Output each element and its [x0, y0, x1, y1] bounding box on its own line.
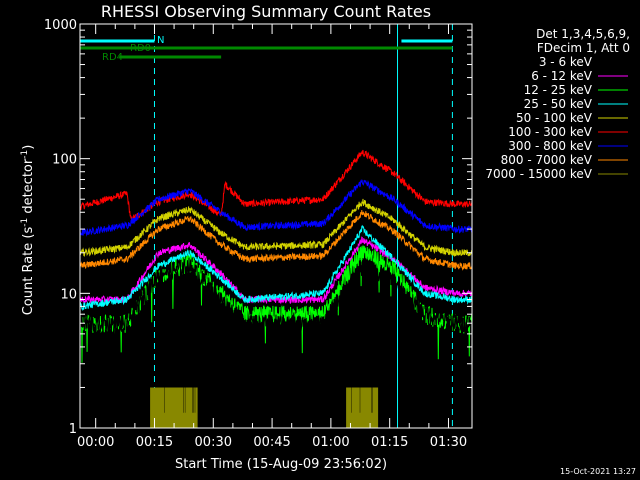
series-line: [80, 245, 472, 363]
legend-entry-label: 100 - 300 keV: [508, 125, 592, 139]
legend-entry-label: 7000 - 15000 keV: [485, 167, 592, 181]
series-line: [80, 198, 472, 257]
series-line: [80, 179, 472, 237]
legend-entry-label: 6 - 12 keV: [531, 69, 593, 83]
y-tick-label: 1000: [44, 18, 77, 33]
legend-entry-label: 12 - 25 keV: [524, 83, 593, 97]
y-axis-label-part: detector: [21, 158, 36, 218]
x-tick-label: 01:00: [312, 435, 349, 450]
y-tick-label: 100: [52, 153, 77, 168]
series-line: [80, 224, 472, 312]
y-axis-label-part: ): [21, 145, 36, 150]
chart-title: RHESSI Observing Summary Count Rates: [101, 2, 431, 21]
x-tick-label: 01:30: [430, 435, 467, 450]
legend-entry-label: 3 - 6 keV: [539, 55, 593, 69]
x-tick-label: 00:45: [253, 435, 290, 450]
x-tick-label: 00:00: [77, 435, 114, 450]
series-line: [80, 236, 472, 305]
series-line: [80, 209, 472, 271]
y-tick-label: 10: [60, 287, 77, 302]
legend: Det 1,3,4,5,6,9, FDecim 1, Att 0 3 - 6 k…: [485, 27, 630, 181]
x-tick-label: 01:15: [371, 435, 408, 450]
legend-entry-label: 50 - 100 keV: [516, 111, 593, 125]
y-axis-label: Count Rate (s-1 detector-1): [20, 145, 36, 316]
legend-entry-label: 300 - 800 keV: [508, 139, 592, 153]
flag-label: N: [157, 35, 164, 46]
flag-label: RD0: [130, 43, 151, 54]
legend-entry-label: 25 - 50 keV: [524, 97, 593, 111]
legend-header-line: FDecim 1, Att 0: [537, 41, 630, 55]
legend-header-line: Det 1,3,4,5,6,9,: [536, 27, 630, 41]
x-tick-label: 00:15: [136, 435, 173, 450]
timestamp: 15-Oct-2021 13:27: [560, 467, 636, 476]
y-axis-label-exp: -1: [20, 150, 30, 159]
flag-bars: N RD0 RD4: [80, 35, 453, 63]
plot-area: [80, 24, 472, 428]
plot-frame: [79, 23, 473, 429]
y-axis-label-exp: -1: [20, 218, 30, 227]
series-line: [80, 149, 472, 223]
legend-entry-label: 800 - 7000 keV: [501, 153, 593, 167]
series-line: [150, 387, 379, 428]
x-axis-label: Start Time (15-Aug-09 23:56:02): [175, 457, 387, 472]
axes: 1 10 100 1000 00:00 00:15 00:30 00:45 01:00 01:15…: [44, 18, 473, 450]
x-tick-label: 00:30: [195, 435, 232, 450]
y-tick-label: 1: [69, 422, 77, 437]
series-line: [80, 257, 472, 334]
y-axis-label-part: Count Rate (s: [21, 227, 36, 316]
flag-label: RD4: [102, 52, 123, 63]
